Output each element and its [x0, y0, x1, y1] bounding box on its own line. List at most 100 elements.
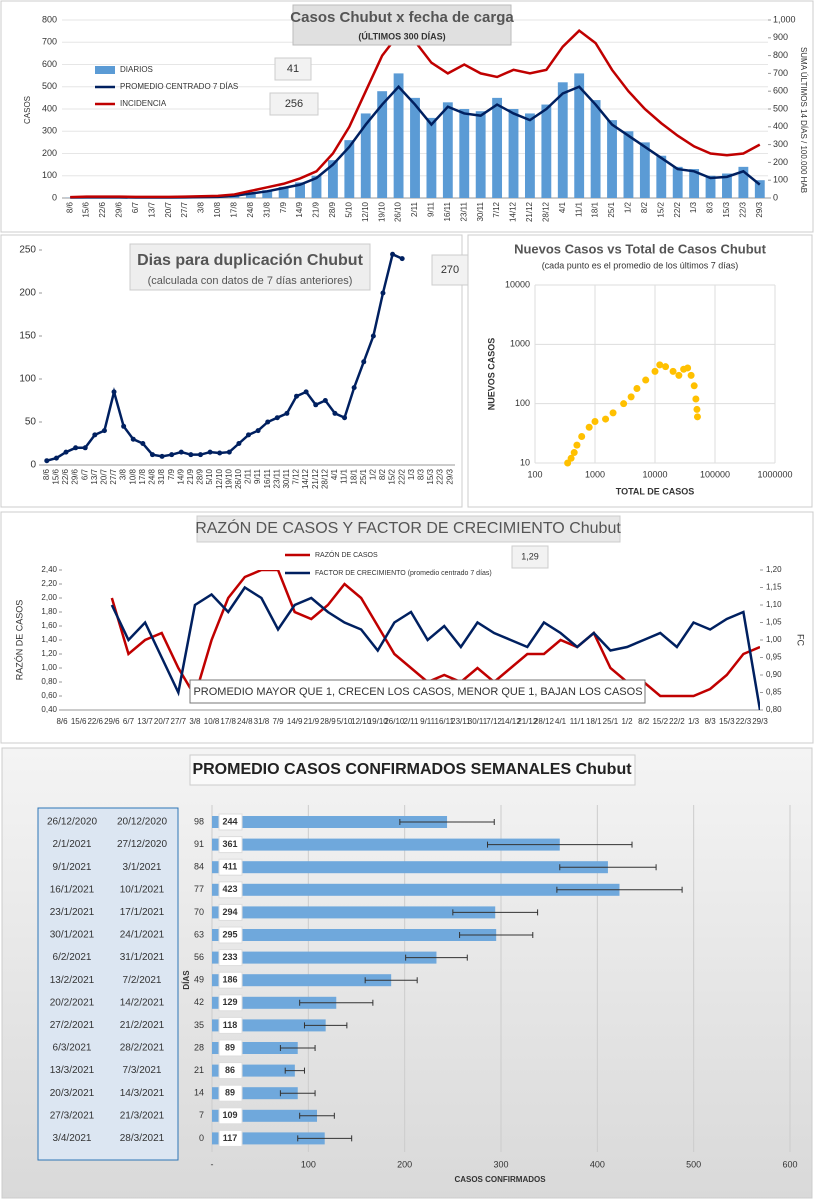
x-tick-label: 23/11 [451, 717, 471, 726]
marker [370, 333, 376, 339]
y-tick-label: 300 [42, 126, 57, 136]
marker [82, 445, 88, 451]
y-tick-label: 1,00 [41, 663, 57, 672]
table-cell: 20/2/2021 [50, 997, 95, 1008]
y-tick-label: 1,60 [41, 621, 57, 630]
y2-tick-label: 0,95 [766, 653, 782, 662]
x-tick-label: 8/3 [706, 201, 715, 213]
x-tick-label: 2/11 [244, 468, 253, 484]
y2-tick-label: 0 [773, 192, 778, 202]
x-tick-label: 23/11 [272, 468, 281, 488]
point [620, 400, 628, 408]
x-tick-label: 24/8 [148, 468, 157, 484]
line [110, 585, 760, 710]
x-tick-label: 14/9 [176, 468, 185, 484]
y2-tick-label: 1,05 [766, 618, 782, 627]
x-tick-label: 27/7 [171, 717, 187, 726]
y-tick-label: 100 [42, 170, 57, 180]
value-box [511, 545, 549, 569]
x-tick-label: 8/2 [638, 717, 650, 726]
marker [197, 452, 203, 458]
title-box [292, 4, 512, 46]
bar [212, 906, 496, 919]
bar [212, 951, 437, 964]
marker [226, 449, 232, 455]
x-tick-label: 29/6 [71, 468, 80, 484]
point [692, 395, 700, 403]
x-tick-label: 11/1 [574, 201, 583, 217]
y-tick-label: 14 [194, 1088, 204, 1098]
x-tick-label: 3/8 [197, 201, 206, 213]
value-label: 361 [222, 839, 237, 849]
table-cell: 31/1/2021 [120, 952, 165, 963]
y-tick-label: 100 [515, 398, 530, 408]
value-label: 117 [223, 1133, 238, 1143]
line [110, 570, 760, 700]
value-label: 244 [222, 816, 237, 826]
x-tick-label: 13/7 [147, 201, 156, 217]
x-tick-label: 3/8 [119, 468, 128, 480]
title-box [189, 754, 636, 786]
x-tick-label: 19/10 [224, 468, 233, 489]
error-bar [299, 1112, 335, 1119]
x-tick-label: 17/8 [138, 468, 147, 484]
x-tick-label: 15/2 [388, 468, 397, 484]
point [669, 367, 677, 375]
value-label: 423 [222, 884, 237, 894]
y2-tick-label: 1,15 [766, 583, 782, 592]
marker [313, 402, 319, 408]
x-tick-label: - [211, 1159, 214, 1169]
table-cell: 3/1/2021 [123, 862, 162, 873]
point [693, 405, 701, 413]
x-tick-label: 29/3 [755, 201, 764, 217]
point [570, 449, 578, 457]
x-tick-label: 4/1 [555, 717, 567, 726]
x-tick-label: 1000000 [757, 469, 792, 479]
y-tick-label: 1,40 [41, 635, 57, 644]
y-tick-label: 49 [194, 975, 204, 985]
label-box [218, 1129, 243, 1147]
point [591, 418, 599, 426]
bar [722, 173, 732, 198]
point [687, 371, 695, 379]
bar [541, 104, 552, 198]
y2-tick-label: 400 [773, 121, 788, 131]
annotation: PROMEDIO MAYOR QUE 1, CRECEN LOS CASOS, … [193, 686, 642, 698]
x-tick-label: 11/1 [570, 717, 586, 726]
x-tick-label: 21/12 [525, 201, 534, 222]
marker [111, 389, 117, 395]
y-tick-label: 0,40 [41, 705, 57, 714]
point [627, 393, 635, 401]
x-tick-label: 15/6 [52, 468, 61, 484]
table-cell: 28/3/2021 [120, 1133, 165, 1144]
bar [327, 160, 338, 198]
y-tick-label: 70 [194, 907, 204, 917]
x-tick-label: 12/10 [215, 468, 224, 489]
marker [284, 410, 290, 416]
point [651, 367, 659, 375]
table-cell: 7/2/2021 [123, 975, 162, 986]
bar [492, 97, 503, 198]
x-tick-label: 5/10 [337, 717, 353, 726]
y-tick-label: 1,20 [41, 649, 57, 658]
value-label: 86 [225, 1065, 235, 1075]
y-tick-label: 0 [52, 192, 57, 202]
chart-title: Dias para duplicación Chubut [137, 252, 363, 269]
bar [639, 142, 650, 198]
x-tick-label: 22/3 [436, 468, 445, 484]
marker [342, 415, 348, 421]
point [609, 409, 617, 417]
table-cell: 16/1/2021 [50, 884, 95, 895]
x-tick-label: 16/11 [435, 717, 455, 726]
label-box [218, 994, 243, 1012]
y-tick-label: 200 [19, 288, 36, 299]
x-tick-label: 25/1 [607, 201, 616, 217]
bar [508, 109, 519, 198]
marker [390, 251, 396, 257]
annotation-box [189, 679, 646, 704]
x-tick-label: 1/3 [407, 468, 416, 480]
point [693, 413, 701, 421]
x-tick-label: 7/9 [279, 201, 288, 213]
x-tick-label: 31/8 [254, 717, 270, 726]
bar [344, 140, 355, 198]
